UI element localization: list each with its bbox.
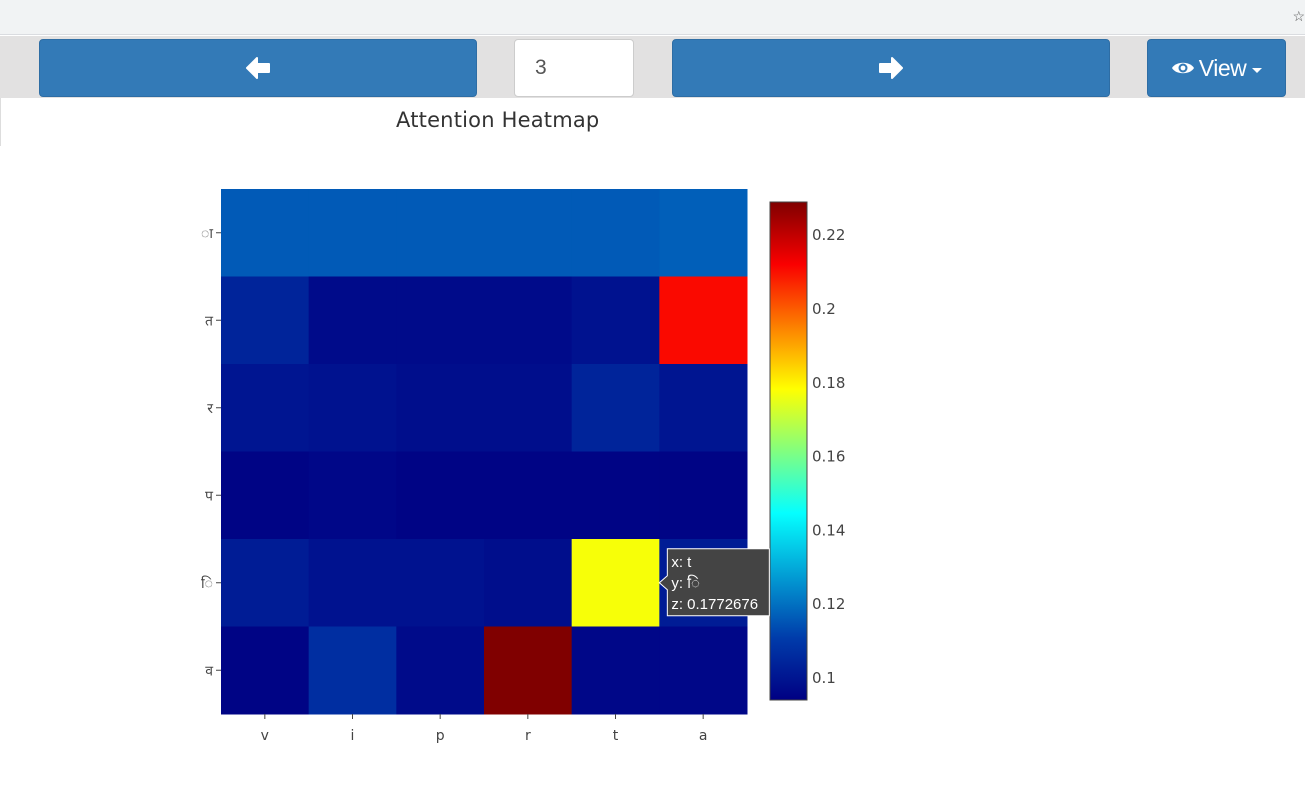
caret-down-icon xyxy=(1252,67,1263,73)
y-tick-label: ा xyxy=(201,226,213,242)
y-tick-label: प xyxy=(205,488,214,504)
colorbar-tick-label: 0.16 xyxy=(812,448,845,466)
tooltip-line: x: t xyxy=(671,554,692,571)
browser-top-strip: ☆ xyxy=(0,0,1305,35)
x-tick-label: p xyxy=(436,728,445,744)
heatmap-cell[interactable] xyxy=(484,276,573,365)
heatmap-cell[interactable] xyxy=(221,539,310,627)
heatmap-cell[interactable] xyxy=(571,451,660,540)
heatmap-cell[interactable] xyxy=(571,364,660,452)
heatmap-cell[interactable] xyxy=(221,276,310,365)
heatmap-cell[interactable] xyxy=(308,539,397,627)
heatmap-cell[interactable] xyxy=(308,189,397,277)
x-tick-label: i xyxy=(351,728,355,744)
colorbar-tick-label: 0.2 xyxy=(812,300,836,318)
arrow-right-icon xyxy=(879,57,903,79)
heatmap-cell[interactable] xyxy=(484,364,573,452)
heatmap-cell[interactable] xyxy=(396,451,485,540)
heatmap-cell[interactable] xyxy=(221,189,310,277)
heatmap-cell[interactable] xyxy=(571,189,660,277)
heatmap-cell[interactable] xyxy=(221,364,310,452)
y-tick-label: त xyxy=(205,313,214,329)
colorbar-tick-label: 0.22 xyxy=(812,226,845,244)
heatmap-cell[interactable] xyxy=(659,364,748,452)
heatmap-cells xyxy=(221,189,748,715)
x-tick-label: r xyxy=(525,728,531,744)
heatmap-cell[interactable] xyxy=(396,276,485,365)
star-icon[interactable]: ☆ xyxy=(1292,8,1305,24)
prev-button[interactable] xyxy=(39,39,477,97)
heatmap-cell[interactable] xyxy=(659,626,748,715)
y-tick-label: र xyxy=(207,401,213,417)
heatmap-cell[interactable] xyxy=(308,451,397,540)
heatmap-cell[interactable] xyxy=(396,189,485,277)
heatmap-cell[interactable] xyxy=(571,276,660,365)
toolbar: View xyxy=(0,36,1305,98)
colorbar-tick-label: 0.18 xyxy=(812,374,845,392)
tooltip-line: y: ि xyxy=(671,574,700,592)
heatmap-cell[interactable] xyxy=(571,626,660,715)
colorbar-tick-label: 0.1 xyxy=(812,669,836,687)
colorbar: 0.1 0.12 0.14 0.16 0.18 0.2 0.22 xyxy=(769,201,845,701)
eye-icon xyxy=(1171,62,1194,74)
colorbar-tick-label: 0.12 xyxy=(812,595,845,613)
colorbar-tick-label: 0.14 xyxy=(812,521,845,539)
heatmap-cell[interactable] xyxy=(484,539,573,627)
heatmap-cell[interactable] xyxy=(221,626,310,715)
heatmap-cell[interactable] xyxy=(308,276,397,365)
heatmap-cell[interactable] xyxy=(308,626,397,715)
heatmap-cell[interactable] xyxy=(659,189,748,277)
heatmap-cell[interactable] xyxy=(571,539,660,627)
view-label: View xyxy=(1198,54,1247,81)
arrow-left-icon xyxy=(246,57,270,79)
view-dropdown-button[interactable]: View xyxy=(1147,39,1286,97)
hover-tooltip: x: t y: ि z: 0.1772676 xyxy=(658,548,770,617)
heatmap-cell[interactable] xyxy=(308,364,397,452)
tooltip-line: z: 0.1772676 xyxy=(671,596,758,613)
y-tick-label: ि xyxy=(201,575,213,592)
colorbar-gradient xyxy=(769,201,808,701)
tooltip-box xyxy=(658,548,770,617)
heatmap-cell[interactable] xyxy=(659,276,748,365)
heatmap-cell[interactable] xyxy=(484,626,573,715)
axes: v i p r t aा त र पि व xyxy=(201,226,707,744)
x-tick-label: a xyxy=(699,728,708,744)
heatmap-cell[interactable] xyxy=(396,626,485,715)
heatmap-cell[interactable] xyxy=(484,451,573,540)
page-number-input[interactable] xyxy=(514,39,634,97)
panel-border xyxy=(0,98,1,146)
x-tick-label: t xyxy=(613,728,619,744)
heatmap-cell[interactable] xyxy=(396,364,485,452)
heatmap-cell[interactable] xyxy=(484,189,573,277)
next-button[interactable] xyxy=(672,39,1110,97)
heatmap-cell[interactable] xyxy=(221,451,310,540)
heatmap-cell[interactable] xyxy=(396,539,485,627)
chart-title: Attention Heatmap xyxy=(396,108,600,132)
y-tick-label: व xyxy=(205,663,213,679)
x-tick-label: v xyxy=(261,728,269,744)
heatmap-cell[interactable] xyxy=(659,451,748,540)
